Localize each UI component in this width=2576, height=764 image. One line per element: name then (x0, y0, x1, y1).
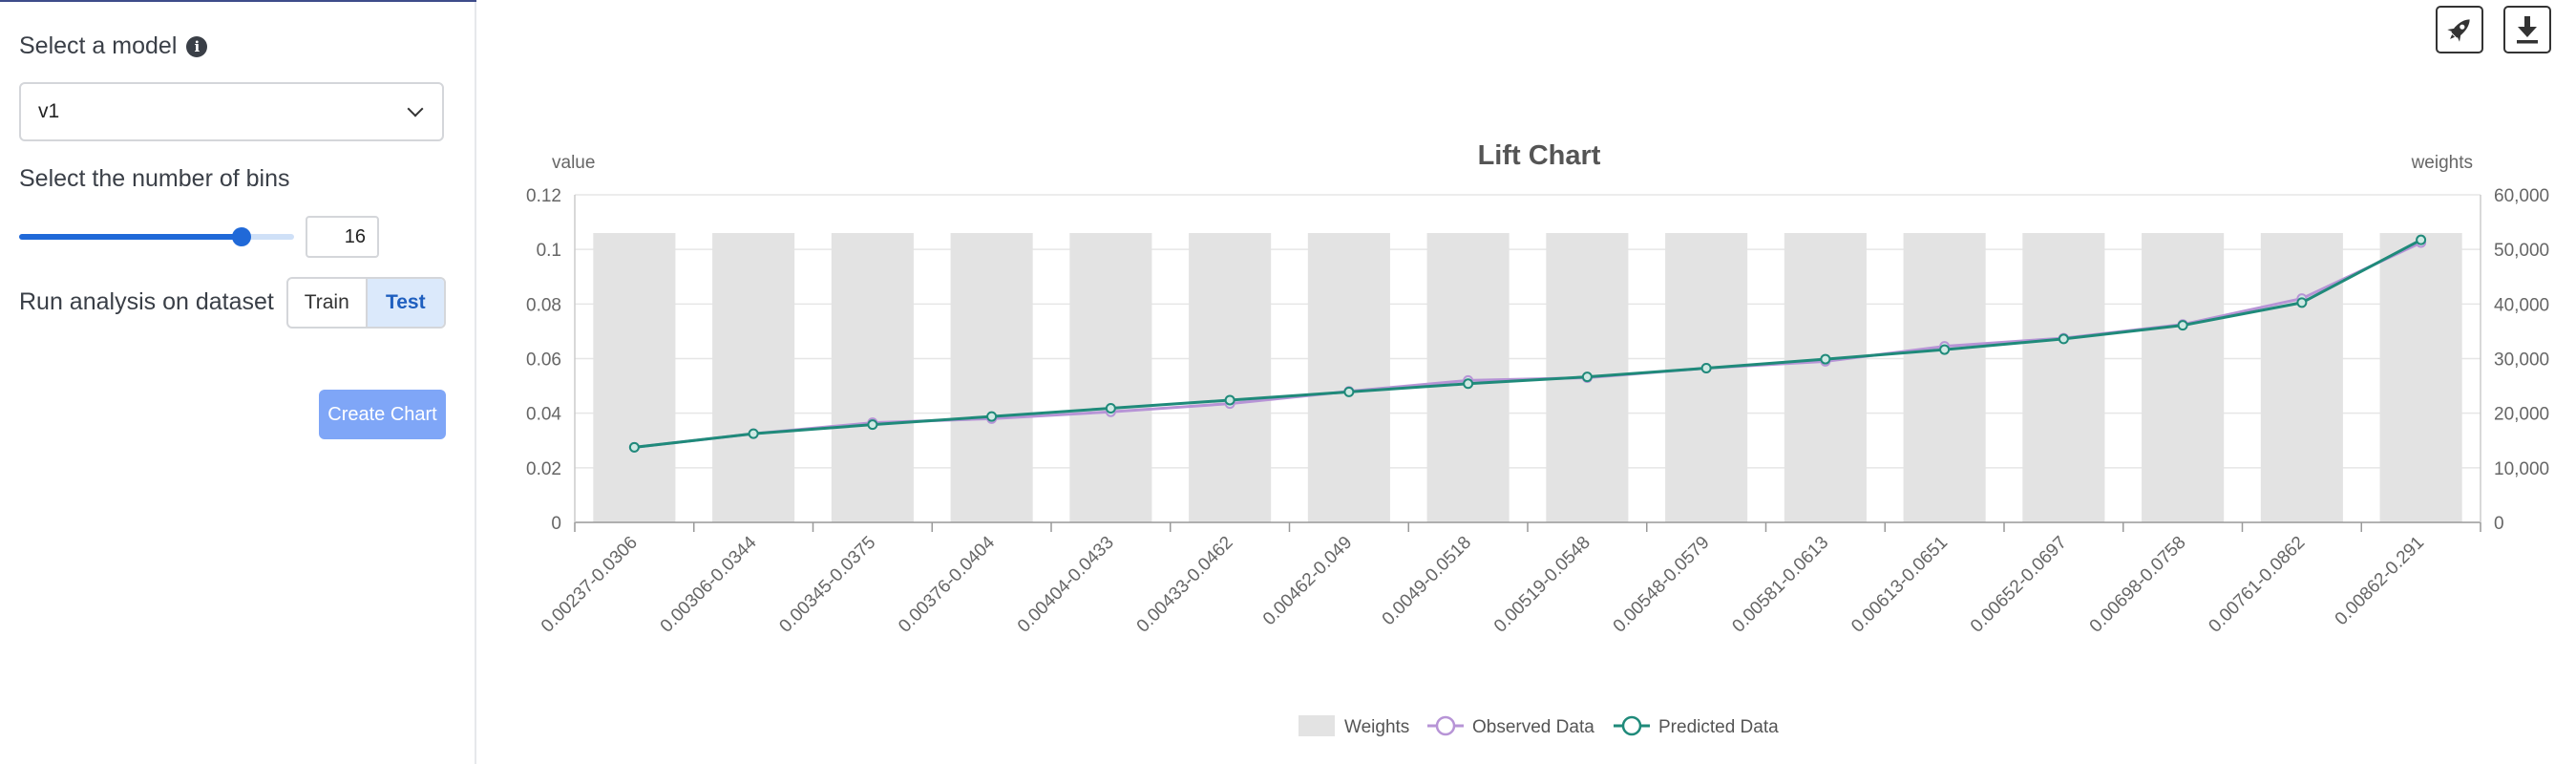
chart-title: Lift Chart (1478, 140, 1601, 171)
x-tick-label: 0.00548-0.0579 (1610, 533, 1714, 637)
predicted-point (1820, 353, 1831, 365)
sidebar-top-border (0, 0, 476, 2)
download-icon (2517, 16, 2538, 44)
x-tick-label: 0.00652-0.0697 (1967, 533, 2071, 637)
bins-slider-fill (19, 234, 243, 240)
legend-label-predicted: Predicted Data (1658, 717, 1779, 737)
x-tick-label: 0.00345-0.0375 (775, 533, 879, 637)
weight-bar (1189, 233, 1272, 522)
rocket-icon (2447, 19, 2470, 42)
predicted-point (986, 411, 998, 422)
weight-bar (2022, 233, 2105, 522)
x-tick-label: 0.00237-0.0306 (538, 533, 642, 637)
x-tick-label: 0.0049-0.0518 (1379, 533, 1476, 630)
weight-bar (1069, 233, 1152, 522)
model-select[interactable]: v1 (19, 82, 444, 141)
x-tick-label: 0.00376-0.0404 (895, 532, 999, 636)
y-tick-label: 0.02 (526, 459, 561, 479)
y2-axis-title: weights (2411, 153, 2473, 173)
y2-tick-label: 20,000 (2494, 405, 2549, 425)
weight-bar (2260, 233, 2343, 522)
y2-tick-label: 30,000 (2494, 350, 2549, 371)
predicted-point (1224, 394, 1235, 406)
y2-tick-label: 10,000 (2494, 459, 2549, 479)
predicted-point (2177, 320, 2188, 331)
model-label-text: Select a model (19, 32, 178, 59)
deploy-button[interactable] (2436, 6, 2483, 53)
bins-label: Select the number of bins (19, 165, 290, 192)
weight-bar (831, 233, 914, 522)
dataset-toggle: Train Test (286, 277, 446, 329)
y-tick-label: 0.1 (537, 241, 561, 261)
axis-labels: 0 0 0.02 10,000 0.04 20,000 0.06 30,000 0.08 40,0… (526, 186, 2549, 637)
predicted-point (1105, 403, 1116, 414)
x-tick-label: 0.00404-0.0433 (1014, 533, 1118, 637)
legend-label-observed: Observed Data (1472, 717, 1594, 737)
y-tick-label: 0.12 (526, 186, 561, 206)
info-icon[interactable]: i (186, 36, 208, 57)
y-tick-label: 0.04 (526, 405, 561, 425)
predicted-point (2058, 333, 2069, 345)
y-tick-label: 0 (551, 514, 561, 534)
dataset-option-train[interactable]: Train (288, 279, 368, 327)
y2-tick-label: 0 (2494, 514, 2504, 534)
x-tick-label: 0.00613-0.0651 (1848, 533, 1952, 637)
weight-bar (1903, 233, 1986, 522)
predicted-point (1700, 363, 1712, 374)
weight-bar (1665, 233, 1748, 522)
legend-label-weights: Weights (1344, 717, 1409, 737)
x-tick-label: 0.00519-0.0548 (1490, 533, 1594, 637)
predicted-point (2416, 234, 2427, 245)
series-lines (628, 234, 2427, 453)
x-tick-label: 0.00761-0.0862 (2205, 533, 2309, 637)
x-tick-label: 0.00862-0.291 (2332, 533, 2429, 630)
legend-swatch-weights (1299, 715, 1335, 736)
y2-tick-label: 50,000 (2494, 241, 2549, 261)
weight-bars (593, 233, 2462, 522)
legend-marker-predicted (1621, 715, 1642, 736)
y-tick-label: 0.06 (526, 350, 561, 371)
weight-bar (712, 233, 795, 522)
predicted-point (1581, 371, 1593, 383)
model-label: Select a model i (19, 32, 208, 60)
x-tick-label: 0.00306-0.0344 (657, 532, 761, 636)
legend-marker-observed (1435, 715, 1456, 736)
sidebar: Select a model i v1 Select the number of … (0, 0, 476, 764)
x-tick-label: 0.00433-0.0462 (1133, 533, 1237, 637)
predicted-point (628, 441, 640, 453)
weight-bar (950, 233, 1033, 522)
x-tick-label: 0.00698-0.0758 (2086, 533, 2190, 637)
predicted-point (748, 428, 759, 439)
dataset-option-test[interactable]: Test (367, 279, 444, 327)
predicted-line (634, 238, 2422, 449)
y-tick-label: 0.08 (526, 295, 561, 315)
y-axis-title: value (552, 153, 595, 173)
download-button[interactable] (2503, 6, 2551, 53)
weight-bar (593, 233, 676, 522)
predicted-point (1463, 378, 1474, 390)
weight-bar (1784, 233, 1867, 522)
legend: Weights Observed Data Predicted Data (1299, 715, 1779, 737)
predicted-point (2296, 297, 2308, 308)
weight-bar (1307, 233, 1390, 522)
x-tick-label: 0.00462-0.049 (1259, 533, 1357, 630)
dataset-label: Run analysis on dataset (19, 288, 274, 315)
axes (574, 195, 2481, 532)
bins-input[interactable]: 16 (306, 216, 379, 258)
create-chart-button[interactable]: Create Chart (319, 390, 446, 439)
x-tick-label: 0.00581-0.0613 (1728, 533, 1832, 637)
bins-slider-thumb[interactable] (232, 227, 252, 246)
bins-slider[interactable] (19, 227, 294, 246)
weight-bar (2379, 233, 2462, 522)
predicted-point (1939, 344, 1951, 355)
predicted-point (1343, 386, 1355, 397)
y2-tick-label: 40,000 (2494, 295, 2549, 315)
predicted-point (867, 419, 878, 431)
model-select-value: v1 (38, 100, 60, 122)
y2-tick-label: 60,000 (2494, 186, 2549, 206)
weight-bar (2142, 233, 2225, 522)
